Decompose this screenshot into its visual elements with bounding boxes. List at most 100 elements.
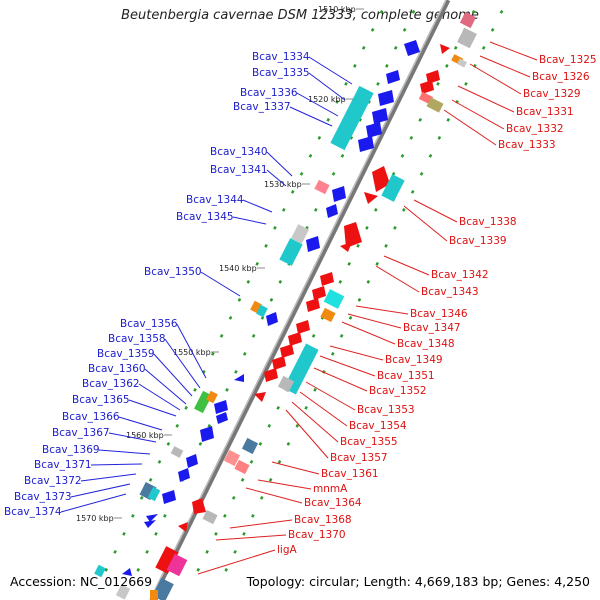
- gene-feature[interactable]: [326, 204, 338, 218]
- gene-feature[interactable]: [223, 449, 241, 467]
- gene-feature[interactable]: [358, 136, 374, 152]
- gene-label[interactable]: Bcav_1346: [410, 308, 468, 320]
- gene-label[interactable]: Bcav_1362: [82, 378, 140, 390]
- gene-label[interactable]: Bcav_1354: [349, 420, 407, 432]
- gene-feature[interactable]: [214, 400, 228, 414]
- gene-feature[interactable]: [320, 307, 336, 323]
- gene-feature[interactable]: [320, 272, 334, 286]
- gene-feature[interactable]: [314, 179, 330, 195]
- gene-feature[interactable]: [372, 108, 388, 124]
- gene-feature[interactable]: [115, 584, 131, 600]
- gene-label[interactable]: Bcav_1352: [369, 385, 427, 397]
- gene-feature[interactable]: [178, 468, 190, 482]
- gene-feature[interactable]: [170, 446, 184, 458]
- gene-label[interactable]: Bcav_1353: [357, 404, 415, 416]
- gene-feature[interactable]: [420, 80, 434, 94]
- gene-label[interactable]: Bcav_1332: [506, 123, 564, 135]
- gene-feature[interactable]: [162, 490, 176, 504]
- gene-label[interactable]: Bcav_1361: [321, 468, 379, 480]
- gene-feature[interactable]: [306, 298, 320, 312]
- gene-label[interactable]: Bcav_1364: [304, 497, 362, 509]
- gene-feature[interactable]: [147, 486, 161, 502]
- gene-feature[interactable]: [426, 70, 440, 84]
- gene-label[interactable]: Bcav_1374: [4, 506, 62, 518]
- gene-label[interactable]: Bcav_1340: [210, 146, 268, 158]
- gene-feature[interactable]: [192, 498, 206, 514]
- gene-feature[interactable]: [312, 286, 326, 300]
- gene-feature[interactable]: [250, 300, 262, 314]
- gene-label[interactable]: Bcav_1347: [403, 322, 461, 334]
- gene-feature[interactable]: [457, 27, 477, 49]
- gene-feature[interactable]: [194, 390, 212, 414]
- gene-feature[interactable]: [206, 390, 218, 404]
- gene-label[interactable]: Bcav_1344: [186, 194, 244, 206]
- gene-feature[interactable]: [344, 222, 362, 248]
- gene-feature[interactable]: [150, 590, 158, 600]
- gene-feature[interactable]: [266, 312, 278, 326]
- gene-label[interactable]: Bcav_1339: [449, 235, 507, 247]
- gene-feature[interactable]: [426, 97, 444, 113]
- gene-feature[interactable]: [440, 44, 450, 54]
- gene-label[interactable]: Bcav_1338: [459, 216, 517, 228]
- gene-feature[interactable]: [332, 186, 346, 202]
- gene-feature[interactable]: [366, 122, 382, 138]
- gene-label[interactable]: Bcav_1329: [523, 88, 581, 100]
- gene-feature[interactable]: [291, 224, 309, 244]
- gene-label[interactable]: Bcav_1333: [498, 139, 556, 151]
- gene-feature[interactable]: [216, 412, 228, 424]
- gene-label[interactable]: Bcav_1349: [385, 354, 443, 366]
- gene-label[interactable]: Bcav_1326: [532, 71, 590, 83]
- gene-label[interactable]: Bcav_1367: [52, 427, 110, 439]
- gene-feature[interactable]: [364, 192, 378, 204]
- gene-feature[interactable]: [340, 242, 352, 252]
- gene-feature[interactable]: [144, 520, 156, 528]
- gene-feature[interactable]: [330, 85, 374, 151]
- gene-label[interactable]: Bcav_1341: [210, 164, 268, 176]
- gene-feature[interactable]: [296, 320, 310, 334]
- gene-label[interactable]: Bcav_1348: [397, 338, 455, 350]
- gene-feature[interactable]: [166, 553, 188, 577]
- gene-feature[interactable]: [372, 166, 390, 192]
- gene-feature[interactable]: [404, 40, 420, 56]
- gene-feature[interactable]: [280, 344, 294, 358]
- gene-feature[interactable]: [381, 174, 405, 202]
- gene-feature[interactable]: [186, 454, 198, 468]
- gene-feature[interactable]: [254, 392, 266, 402]
- gene-feature[interactable]: [202, 509, 218, 525]
- gene-label[interactable]: ligA: [277, 544, 297, 556]
- gene-label[interactable]: Bcav_1358: [108, 333, 166, 345]
- gene-feature[interactable]: [155, 546, 179, 574]
- gene-label[interactable]: Bcav_1356: [120, 318, 178, 330]
- gene-label[interactable]: Bcav_1343: [421, 286, 479, 298]
- gene-label[interactable]: Bcav_1366: [62, 411, 120, 423]
- gene-feature[interactable]: [146, 514, 158, 522]
- gene-feature[interactable]: [94, 564, 106, 578]
- gene-label[interactable]: Bcav_1342: [431, 269, 489, 281]
- gene-label[interactable]: Bcav_1368: [294, 514, 352, 526]
- gene-label[interactable]: Bcav_1345: [176, 211, 234, 223]
- gene-feature[interactable]: [234, 374, 244, 382]
- gene-label[interactable]: Bcav_1355: [340, 436, 398, 448]
- gene-feature[interactable]: [272, 356, 286, 370]
- gene-feature[interactable]: [288, 332, 302, 346]
- gene-feature[interactable]: [178, 522, 188, 532]
- gene-feature[interactable]: [323, 289, 345, 309]
- gene-feature[interactable]: [279, 238, 303, 266]
- gene-label[interactable]: mnmA: [313, 483, 348, 495]
- gene-feature[interactable]: [277, 375, 295, 393]
- gene-label[interactable]: Bcav_1351: [377, 370, 435, 382]
- gene-label[interactable]: Bcav_1369: [42, 444, 100, 456]
- gene-feature[interactable]: [264, 368, 278, 382]
- gene-feature[interactable]: [378, 90, 394, 106]
- gene-feature[interactable]: [234, 459, 250, 475]
- gene-label[interactable]: Bcav_1350: [144, 266, 202, 278]
- gene-feature[interactable]: [306, 236, 320, 252]
- gene-feature[interactable]: [256, 304, 268, 318]
- gene-label[interactable]: Bcav_1359: [97, 348, 155, 360]
- gene-label[interactable]: Bcav_1365: [72, 394, 130, 406]
- gene-label[interactable]: Bcav_1337: [233, 101, 291, 113]
- gene-label[interactable]: Bcav_1357: [330, 452, 388, 464]
- gene-label[interactable]: Bcav_1370: [288, 529, 346, 541]
- gene-label[interactable]: Bcav_1373: [14, 491, 72, 503]
